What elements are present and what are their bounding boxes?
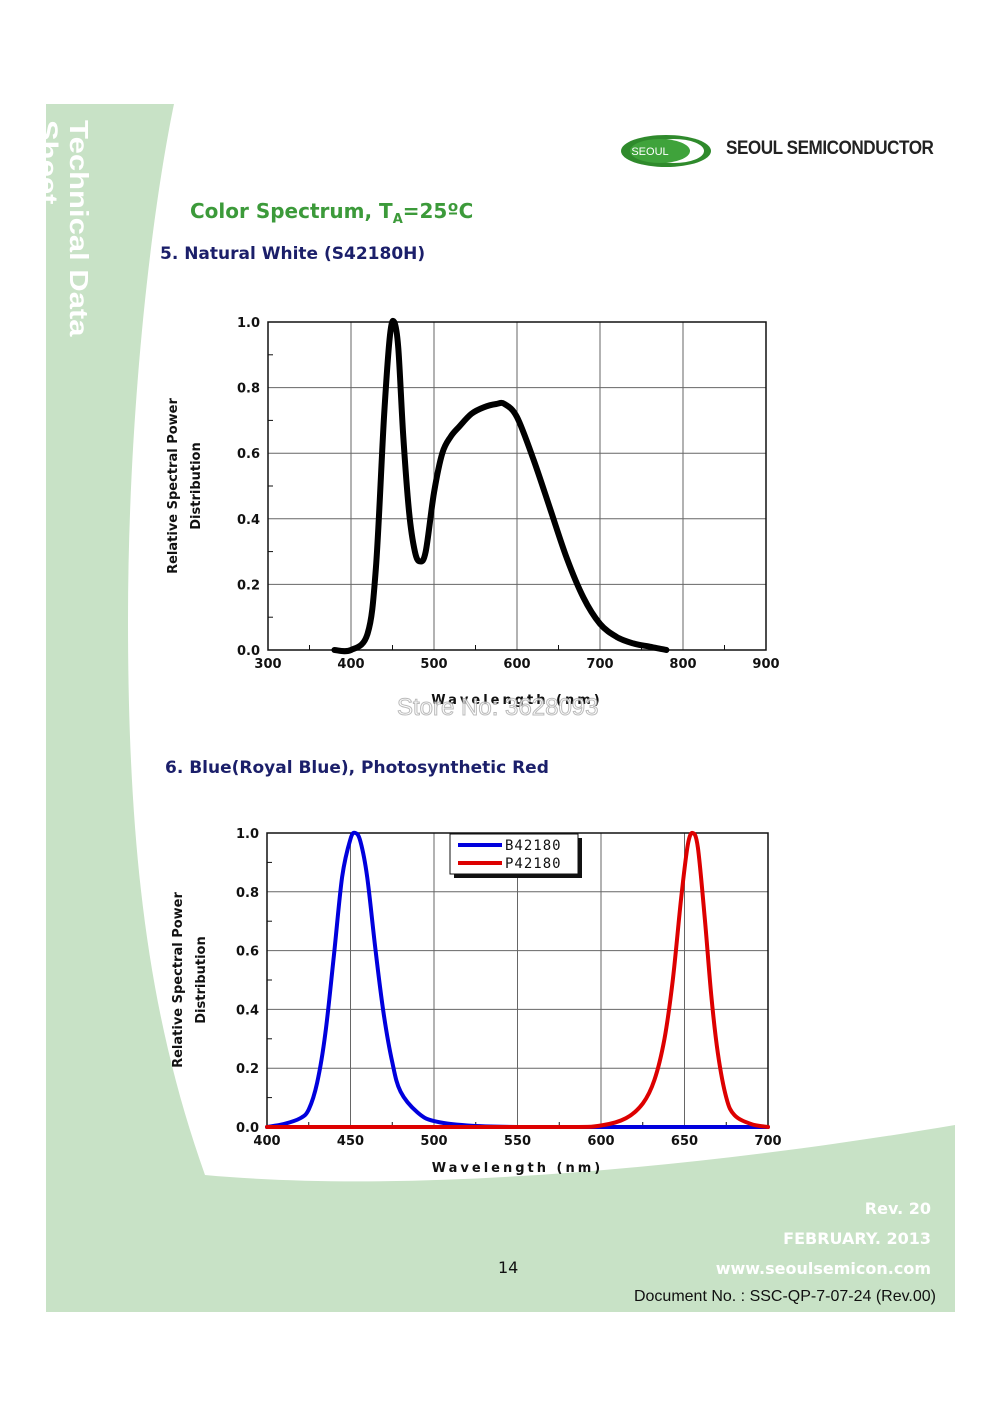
seoul-logo: SEOUL bbox=[621, 135, 711, 167]
sidebar-title: Technical Data Sheet bbox=[33, 120, 94, 337]
x-tick-label: 700 bbox=[754, 1134, 781, 1149]
x-tick-label: 600 bbox=[503, 657, 530, 672]
y-tick-label: 0.8 bbox=[236, 886, 259, 901]
x-tick-label: 550 bbox=[504, 1134, 531, 1149]
x-tick-label: 500 bbox=[420, 657, 447, 672]
x-tick-label: 400 bbox=[337, 657, 364, 672]
x-tick-label: 800 bbox=[669, 657, 696, 672]
y-tick-label: 0.0 bbox=[236, 1121, 259, 1136]
store-watermark: Store No: 3628093 bbox=[396, 694, 599, 722]
y-tick-label: 0.6 bbox=[236, 945, 259, 960]
page-number: 14 bbox=[498, 1258, 519, 1277]
x-tick-label: 400 bbox=[253, 1134, 280, 1149]
title-subscript: A bbox=[392, 212, 403, 227]
y-tick-label: 0.8 bbox=[237, 382, 260, 397]
legend-label-P42180: P42180 bbox=[505, 856, 562, 872]
x-tick-label: 500 bbox=[420, 1134, 447, 1149]
revision: Rev. 20 bbox=[864, 1199, 931, 1218]
x-tick-label: 700 bbox=[586, 657, 613, 672]
x-tick-label: 450 bbox=[337, 1134, 364, 1149]
x-tick-label: 650 bbox=[671, 1134, 698, 1149]
y-tick-label: 0.4 bbox=[237, 513, 260, 528]
y-tick-label: 0.6 bbox=[237, 447, 260, 462]
series-line-S42180H bbox=[331, 317, 670, 655]
revision-date: FEBRUARY. 2013 bbox=[783, 1229, 931, 1248]
series-line-P42180 bbox=[265, 830, 770, 1130]
y-tick-label: 0.0 bbox=[237, 644, 260, 659]
x-tick-label: 900 bbox=[752, 657, 779, 672]
x-tick-label: 600 bbox=[587, 1134, 614, 1149]
natural-white-spectrum-chart: 300 400 500 600 700 800 900 0.0 0.2 0.4 0.6 0.8 1.0 W… bbox=[166, 316, 780, 708]
title-end: =25ºC bbox=[402, 199, 474, 223]
section-heading-5: 5. Natural White (S42180H) bbox=[160, 244, 426, 264]
y-tick-label: 0.4 bbox=[236, 1003, 259, 1018]
x-axis-label: Wavelength (nm) bbox=[431, 693, 602, 708]
title-main: Color Spectrum, T bbox=[190, 199, 393, 223]
page-title: Color Spectrum, TA=25ºC bbox=[190, 199, 473, 227]
y-axis-label: Relative Spectral Power bbox=[171, 892, 186, 1068]
x-tick-label: 300 bbox=[254, 657, 281, 672]
y-tick-label: 0.2 bbox=[236, 1062, 259, 1077]
y-tick-label: 1.0 bbox=[237, 316, 260, 331]
x-axis-label: Wavelength (nm) bbox=[432, 1161, 603, 1176]
company-name: SEOUL SEMICONDUCTOR bbox=[726, 138, 934, 159]
y-axis-label: Relative Spectral Power bbox=[166, 398, 181, 574]
y-axis-label-line2: Distribution bbox=[194, 936, 209, 1023]
document-number: Document No. : SSC-QP-7-07-24 (Rev.00) bbox=[633, 1288, 936, 1305]
website-link[interactable]: www.seoulsemicon.com bbox=[715, 1259, 931, 1278]
section-heading-6: 6. Blue(Royal Blue), Photosynthetic Red bbox=[165, 758, 549, 778]
y-axis-label-line2: Distribution bbox=[189, 442, 204, 529]
legend-label-B42180: B42180 bbox=[505, 838, 562, 854]
y-tick-label: 0.2 bbox=[237, 578, 260, 593]
y-tick-label: 1.0 bbox=[236, 827, 259, 842]
logo-text: SEOUL bbox=[631, 146, 668, 158]
green-band bbox=[46, 104, 955, 1312]
legend-box bbox=[449, 833, 579, 875]
blue-red-spectrum-chart: 400 450 500 550 600 650 700 0.0 0.2 0.4 0.6 0.8 1.0 W… bbox=[171, 827, 782, 1176]
